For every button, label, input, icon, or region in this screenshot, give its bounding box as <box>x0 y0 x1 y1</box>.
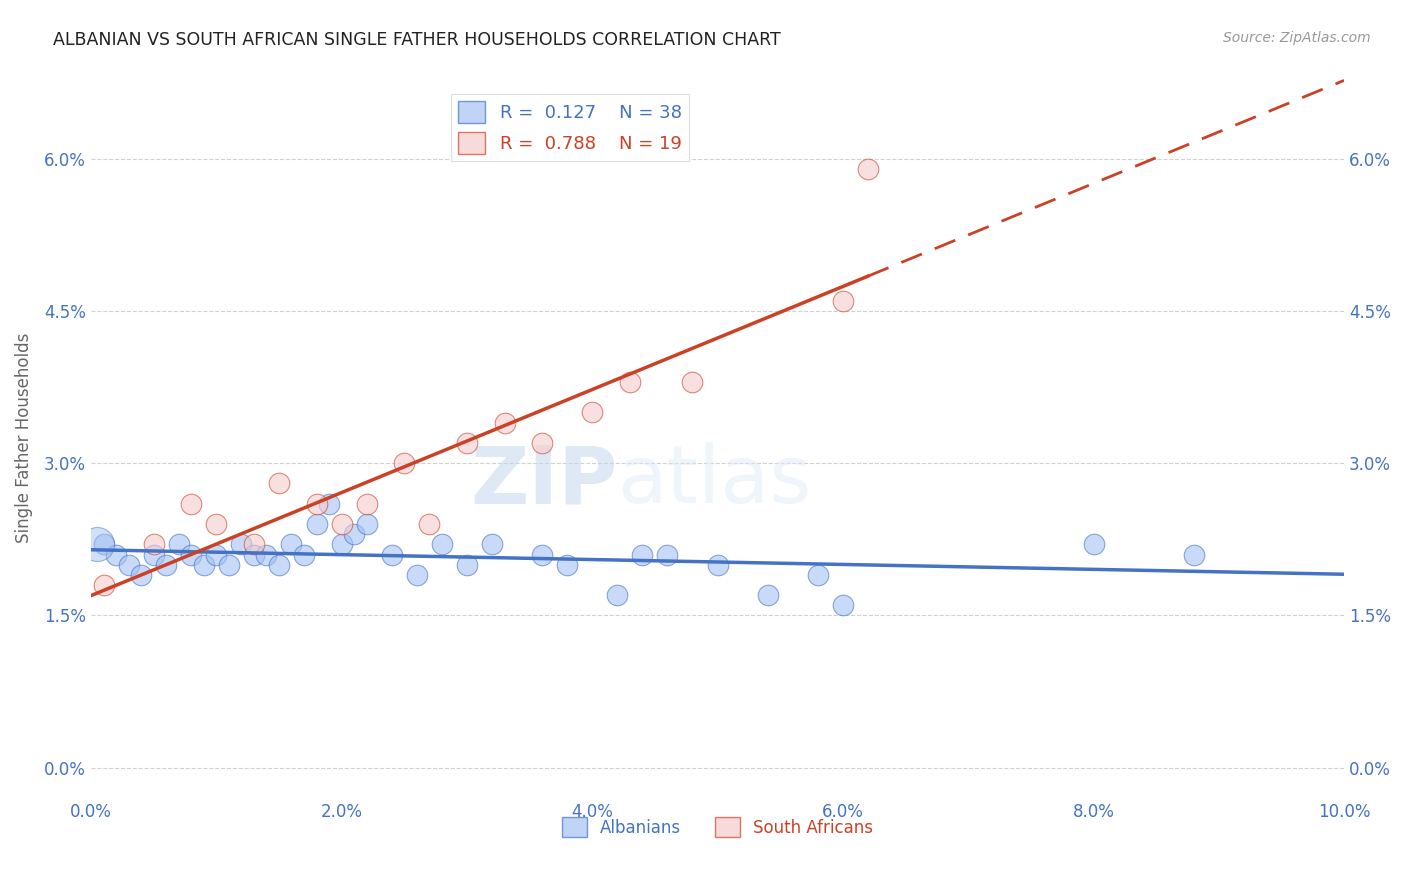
Point <box>205 548 228 562</box>
Point <box>243 548 266 562</box>
Point <box>456 435 478 450</box>
Point <box>305 517 328 532</box>
Point <box>267 558 290 572</box>
Point <box>631 548 654 562</box>
Point <box>93 578 115 592</box>
Point <box>330 517 353 532</box>
Text: atlas: atlas <box>617 442 811 520</box>
Point <box>117 558 139 572</box>
Point <box>93 537 115 551</box>
Point <box>180 548 202 562</box>
Point <box>142 548 165 562</box>
Y-axis label: Single Father Households: Single Father Households <box>15 333 32 543</box>
Legend: Albanians, South Africans: Albanians, South Africans <box>555 810 880 844</box>
Point <box>330 537 353 551</box>
Point <box>807 567 830 582</box>
Point <box>756 588 779 602</box>
Point <box>292 548 315 562</box>
Point <box>606 588 628 602</box>
Point <box>305 497 328 511</box>
Point <box>142 537 165 551</box>
Point <box>405 567 427 582</box>
Point <box>456 558 478 572</box>
Point <box>129 567 152 582</box>
Point <box>193 558 215 572</box>
Point <box>1182 548 1205 562</box>
Point <box>531 548 554 562</box>
Point <box>394 456 416 470</box>
Point <box>167 537 190 551</box>
Point <box>243 537 266 551</box>
Point <box>682 375 704 389</box>
Point <box>831 293 853 308</box>
Point <box>1083 537 1105 551</box>
Point <box>581 405 603 419</box>
Text: ALBANIAN VS SOUTH AFRICAN SINGLE FATHER HOUSEHOLDS CORRELATION CHART: ALBANIAN VS SOUTH AFRICAN SINGLE FATHER … <box>53 31 782 49</box>
Point <box>343 527 366 541</box>
Point <box>381 548 404 562</box>
Point <box>619 375 641 389</box>
Point <box>231 537 253 551</box>
Point <box>494 416 516 430</box>
Point <box>555 558 578 572</box>
Point <box>218 558 240 572</box>
Point <box>280 537 302 551</box>
Point <box>105 548 128 562</box>
Point <box>356 497 378 511</box>
Point <box>155 558 177 572</box>
Point <box>481 537 503 551</box>
Point <box>531 435 554 450</box>
Point <box>180 497 202 511</box>
Point <box>418 517 440 532</box>
Point <box>318 497 340 511</box>
Text: Source: ZipAtlas.com: Source: ZipAtlas.com <box>1223 31 1371 45</box>
Point <box>430 537 453 551</box>
Point <box>706 558 728 572</box>
Point <box>86 537 108 551</box>
Point <box>831 599 853 613</box>
Point <box>267 476 290 491</box>
Point <box>856 161 879 176</box>
Point <box>205 517 228 532</box>
Text: ZIP: ZIP <box>470 442 617 520</box>
Point <box>254 548 277 562</box>
Point <box>657 548 679 562</box>
Point <box>356 517 378 532</box>
